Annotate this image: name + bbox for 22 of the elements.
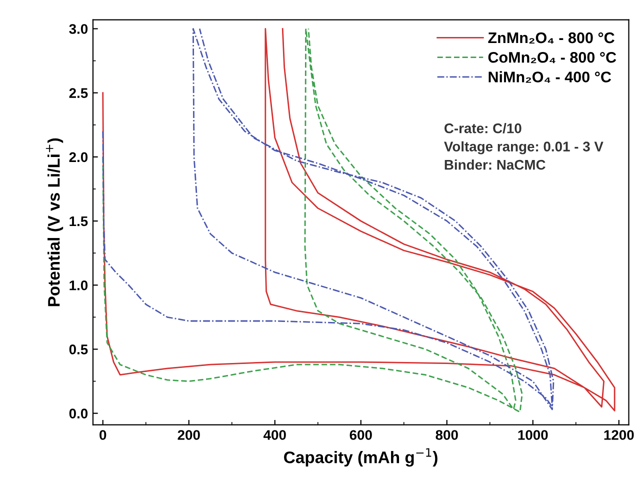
x-tick-label: 200 bbox=[178, 430, 200, 440]
x-tick-label: 600 bbox=[350, 430, 372, 440]
annotation: Voltage range: 0.01 - 3 V bbox=[444, 141, 604, 154]
legend-label: ZnMn₂O₄ - 800 °C bbox=[488, 32, 614, 44]
y-tick-label: 3.0 bbox=[69, 24, 88, 34]
legend-label: NiMn₂O₄ - 400 °C bbox=[488, 71, 612, 83]
y-tick-label: 0.0 bbox=[69, 408, 88, 418]
y-tick-label: 1.0 bbox=[70, 280, 88, 290]
x-tick-label: 1200 bbox=[604, 430, 634, 440]
x-tick-label: 400 bbox=[263, 430, 286, 440]
x-tick-label: 800 bbox=[436, 430, 458, 440]
annotation: Binder: NaCMC bbox=[444, 160, 546, 170]
annotation: C-rate: C/10 bbox=[444, 123, 522, 134]
y-tick-label: 1.5 bbox=[70, 216, 88, 226]
x-axis-title: Capacity (mAh g$^{−1}$) bbox=[284, 448, 438, 467]
y-tick-label: 2.0 bbox=[69, 152, 88, 162]
x-tick-label: 0 bbox=[100, 430, 106, 440]
y-tick-label: 0.5 bbox=[69, 344, 88, 354]
legend-label: CoMn₂O₄ - 800 °C bbox=[488, 52, 616, 64]
x-tick-label: 1000 bbox=[518, 430, 548, 440]
y-axis-title: Potential (V vs Li/Li$^{+}$) bbox=[46, 138, 64, 306]
y-tick-label: 2.5 bbox=[69, 88, 88, 98]
